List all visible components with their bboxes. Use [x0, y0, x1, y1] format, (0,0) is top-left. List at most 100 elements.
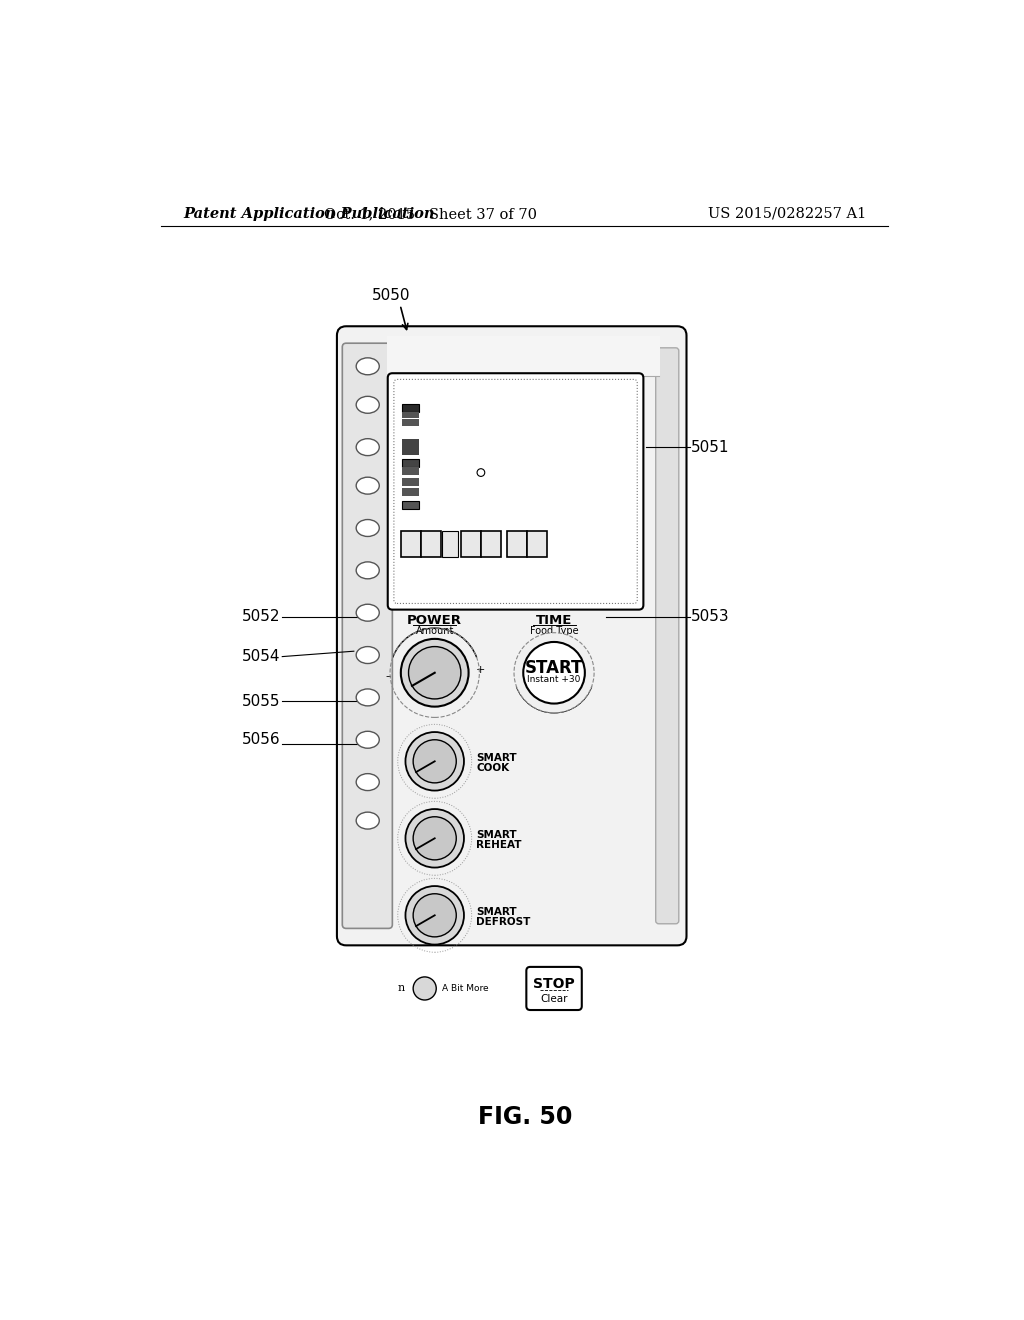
Bar	[401, 420, 419, 425]
Text: CHICKEN◄: CHICKEN◄	[598, 487, 633, 494]
Circle shape	[413, 817, 457, 859]
Text: REHEAT: REHEAT	[476, 841, 522, 850]
FancyBboxPatch shape	[342, 343, 392, 928]
FancyBboxPatch shape	[401, 459, 419, 467]
Text: 8: 8	[485, 535, 497, 553]
Ellipse shape	[356, 689, 379, 706]
Text: 5053: 5053	[691, 609, 730, 624]
Text: LOW: LOW	[403, 503, 417, 507]
FancyBboxPatch shape	[481, 531, 501, 557]
FancyBboxPatch shape	[461, 531, 481, 557]
Ellipse shape	[356, 731, 379, 748]
Text: A BIT: A BIT	[401, 388, 419, 395]
Text: START: START	[525, 659, 584, 677]
Text: ▼ INPUT QUANTITY: ▼ INPUT QUANTITY	[401, 520, 478, 525]
Text: LEFTOVERS◄: LEFTOVERS◄	[590, 454, 633, 461]
Text: 5055: 5055	[243, 694, 281, 709]
Text: FROZEN MEALS◄: FROZEN MEALS◄	[577, 477, 633, 483]
Text: 5051: 5051	[691, 440, 730, 454]
Text: TIME: TIME	[536, 614, 572, 627]
Text: +: +	[476, 665, 485, 675]
Text: 8: 8	[465, 535, 477, 553]
FancyBboxPatch shape	[337, 326, 686, 945]
Ellipse shape	[356, 812, 379, 829]
Text: DEFROST: DEFROST	[476, 917, 530, 927]
Ellipse shape	[356, 358, 379, 375]
Text: COOK: COOK	[476, 763, 509, 774]
FancyBboxPatch shape	[507, 531, 527, 557]
Text: Patent Application Publication: Patent Application Publication	[183, 207, 434, 220]
Text: L: L	[446, 525, 451, 535]
Text: –: –	[386, 671, 391, 681]
Text: FIG. 50: FIG. 50	[477, 1105, 572, 1129]
Text: POWER: POWER	[408, 614, 462, 627]
Text: AUTO TIMER: AUTO TIMER	[506, 520, 556, 525]
Bar	[401, 478, 419, 486]
FancyBboxPatch shape	[421, 531, 441, 557]
Text: PASTA & RICE◄: PASTA & RICE◄	[583, 532, 633, 539]
Text: Cover but don't seal: Cover but don't seal	[437, 414, 505, 421]
Text: Don't cover food: Don't cover food	[437, 422, 493, 428]
Text: SMART: SMART	[476, 754, 517, 763]
FancyBboxPatch shape	[400, 531, 421, 557]
Text: Sensor IQ: Sensor IQ	[437, 384, 509, 397]
Circle shape	[413, 739, 457, 783]
FancyBboxPatch shape	[527, 531, 547, 557]
Text: US 2015/0282257 A1: US 2015/0282257 A1	[708, 207, 866, 220]
Text: sec: sec	[558, 520, 568, 525]
Text: SOFTEN: SOFTEN	[437, 467, 486, 478]
Circle shape	[409, 647, 461, 700]
Text: DEFROST: DEFROST	[437, 477, 502, 490]
Text: a: a	[479, 470, 483, 475]
Circle shape	[406, 733, 464, 791]
Text: SOUP◄: SOUP◄	[609, 521, 633, 527]
Text: Select Food type: Select Food type	[437, 396, 493, 401]
Text: MED: MED	[403, 461, 417, 466]
Text: HIGH: HIGH	[402, 405, 418, 411]
Text: POTATOES◄: POTATOES◄	[593, 409, 633, 416]
Text: Oct. 1, 2015   Sheet 37 of 70: Oct. 1, 2015 Sheet 37 of 70	[325, 207, 538, 220]
Bar	[387, 335, 660, 376]
Text: OATMEAL◄: OATMEAL◄	[596, 544, 633, 549]
FancyBboxPatch shape	[655, 348, 679, 924]
Text: SMART: SMART	[476, 907, 517, 917]
Text: FISH◄: FISH◄	[612, 510, 633, 516]
Text: STOP: STOP	[534, 977, 574, 991]
Circle shape	[400, 639, 469, 706]
Text: oz: oz	[447, 544, 453, 549]
Ellipse shape	[356, 605, 379, 622]
FancyBboxPatch shape	[394, 379, 637, 603]
Bar	[401, 412, 419, 418]
Text: lbs: lbs	[446, 539, 454, 544]
Circle shape	[413, 894, 457, 937]
Text: :: :	[496, 535, 505, 554]
Ellipse shape	[356, 520, 379, 536]
Ellipse shape	[356, 478, 379, 494]
Text: FROZEN PIZZA◄: FROZEN PIZZA◄	[579, 466, 633, 471]
Circle shape	[406, 809, 464, 867]
Text: 8: 8	[425, 535, 436, 553]
Bar	[401, 488, 419, 496]
Text: n: n	[398, 983, 406, 994]
Circle shape	[406, 886, 464, 945]
Text: SMART: SMART	[476, 830, 517, 841]
Text: MEAT◄: MEAT◄	[609, 499, 633, 504]
Text: BEVERAGE◄: BEVERAGE◄	[592, 399, 633, 404]
Text: Press & hold: Press & hold	[437, 507, 478, 513]
FancyBboxPatch shape	[401, 502, 419, 508]
Text: BAKED BEANS◄: BAKED BEANS◄	[581, 554, 633, 561]
FancyBboxPatch shape	[442, 531, 458, 557]
Text: kg: kg	[446, 549, 454, 554]
Text: 5056: 5056	[242, 733, 281, 747]
Text: 8: 8	[404, 535, 417, 553]
Text: COOK: COOK	[437, 399, 490, 416]
Text: MELT Standby: MELT Standby	[437, 457, 529, 470]
Ellipse shape	[356, 396, 379, 413]
Text: Clear: Clear	[541, 994, 568, 1005]
Bar	[401, 467, 419, 475]
Circle shape	[413, 977, 436, 1001]
Text: FAVORITE: FAVORITE	[437, 488, 497, 499]
Text: FAVOURITE: FAVOURITE	[437, 500, 506, 510]
Text: SOFT VEG◄: SOFT VEG◄	[595, 421, 633, 426]
Text: HARD VEG◄: HARD VEG◄	[593, 432, 633, 438]
